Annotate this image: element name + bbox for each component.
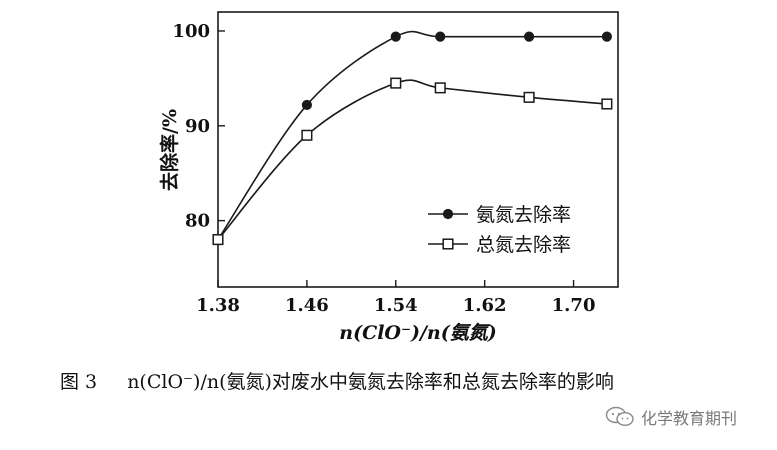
- plot-frame: [217, 11, 619, 288]
- data-point: [390, 77, 402, 89]
- y-tick-label: 80: [185, 211, 210, 232]
- watermark-text: 化学教育期刊: [641, 409, 738, 428]
- data-point: [434, 82, 446, 94]
- figure-number: 图 3: [60, 371, 98, 393]
- figure-caption: 图 3 n(ClO⁻)/n(氨氮)对废水中氨氮去除率和总氮去除率的影响: [60, 367, 760, 394]
- series-layer: [212, 30, 613, 246]
- x-tick-label: 1.46: [285, 295, 329, 316]
- x-tick-label: 1.70: [552, 295, 596, 316]
- watermark: 化学教育期刊: [605, 405, 737, 429]
- wechat-icon: [605, 406, 634, 427]
- x-tick-label: 1.54: [374, 295, 418, 316]
- data-point: [435, 31, 446, 42]
- legend-label: 总氮去除率: [476, 234, 571, 256]
- data-point: [390, 31, 401, 42]
- x-axis-label: n(ClO⁻)/n(氨氮): [339, 322, 496, 344]
- data-point: [442, 238, 454, 250]
- legend-label: 氨氮去除率: [476, 204, 571, 226]
- x-tick-label: 1.62: [463, 295, 507, 316]
- data-point: [212, 234, 224, 246]
- data-point: [442, 208, 454, 220]
- data-point: [301, 129, 313, 141]
- data-point: [301, 99, 312, 111]
- caption-text: n(ClO⁻)/n(氨氮)对废水中氨氮去除率和总氮去除率的影响: [127, 371, 614, 393]
- data-point: [601, 31, 612, 42]
- x-tick-label: 1.38: [196, 295, 240, 316]
- data-point: [601, 98, 613, 110]
- y-axis-label: 去除率/%: [158, 109, 181, 191]
- data-point: [524, 31, 535, 42]
- y-tick-label: 100: [172, 21, 210, 42]
- axis-ticks: 1.38 1.46 1.54 1.62 1.70 80 90 100: [172, 21, 595, 316]
- data-point: [523, 91, 535, 103]
- y-tick-label: 90: [185, 116, 210, 137]
